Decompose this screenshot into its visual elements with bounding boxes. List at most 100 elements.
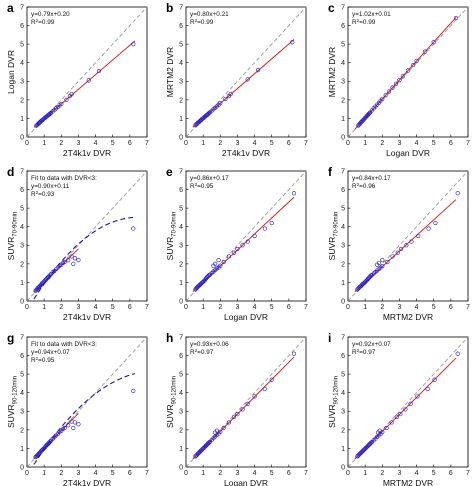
x-tick-label: 2 bbox=[59, 304, 63, 311]
x-tick-label: 3 bbox=[76, 140, 80, 147]
x-tick-label: 2 bbox=[218, 140, 222, 147]
data-point bbox=[255, 68, 261, 73]
x-tick-label: 1 bbox=[42, 140, 46, 147]
regression-line bbox=[354, 199, 457, 292]
y-axis-label: Logan DVR bbox=[6, 50, 16, 94]
data-point bbox=[387, 89, 392, 94]
data-point bbox=[455, 351, 460, 356]
x-tick-label: 3 bbox=[235, 470, 239, 477]
annotation: Fit to data with DVR<3: bbox=[31, 341, 97, 348]
y-tick-label: 0 bbox=[179, 298, 183, 305]
regression-line bbox=[354, 17, 457, 130]
x-tick-label: 7 bbox=[304, 140, 308, 147]
data-point bbox=[218, 101, 223, 106]
panel-letter: g bbox=[7, 331, 14, 345]
x-axis-label: 2T4k1v DVR bbox=[63, 148, 111, 158]
data-point bbox=[369, 440, 374, 445]
y-tick-label: 6 bbox=[341, 187, 345, 194]
x-tick-label: 0 bbox=[184, 140, 188, 147]
y-tick-label: 5 bbox=[179, 372, 183, 379]
y-tick-label: 3 bbox=[20, 243, 24, 250]
annotation: y=0.92x+0.07 bbox=[352, 341, 391, 348]
data-point bbox=[131, 226, 136, 231]
x-tick-label: 3 bbox=[397, 304, 401, 311]
x-tick-label: 0 bbox=[25, 304, 29, 311]
data-point bbox=[393, 81, 399, 86]
data-point bbox=[218, 263, 223, 268]
y-tick-label: 7 bbox=[20, 168, 24, 175]
data-point bbox=[411, 62, 416, 68]
x-tick-label: 1 bbox=[201, 304, 205, 311]
y-tick-label: 7 bbox=[179, 168, 183, 175]
data-point bbox=[377, 428, 382, 433]
x-tick-label: 2 bbox=[59, 470, 63, 477]
x-tick-label: 7 bbox=[304, 304, 308, 311]
data-point bbox=[214, 428, 219, 433]
data-point bbox=[131, 388, 136, 393]
y-tick-label: 1 bbox=[341, 446, 345, 453]
x-tick-label: 1 bbox=[42, 304, 46, 311]
y-tick-label: 4 bbox=[20, 224, 24, 231]
data-point bbox=[262, 386, 267, 392]
annotation: y=0.79x+0.20 bbox=[31, 11, 70, 18]
data-point bbox=[380, 429, 385, 435]
y-tick-label: 5 bbox=[341, 42, 345, 49]
data-point bbox=[76, 258, 81, 263]
x-tick-label: 2 bbox=[380, 140, 384, 147]
y-tick-label: 4 bbox=[179, 60, 183, 67]
y-tick-label: 3 bbox=[179, 79, 183, 86]
data-point bbox=[231, 250, 237, 255]
data-point bbox=[384, 425, 389, 431]
data-point bbox=[207, 440, 212, 445]
x-tick-label: 3 bbox=[397, 470, 401, 477]
x-tick-label: 5 bbox=[270, 470, 274, 477]
annotation: R2=0.99 bbox=[190, 18, 214, 26]
panel-letter: c bbox=[328, 1, 335, 15]
data-point bbox=[240, 407, 245, 412]
y-tick-label: 1 bbox=[179, 280, 183, 287]
axes-frame bbox=[185, 170, 307, 302]
axes-frame bbox=[185, 336, 307, 468]
data-point bbox=[397, 78, 402, 83]
data-point bbox=[36, 121, 41, 127]
data-point bbox=[400, 74, 405, 79]
y-tick-label: 5 bbox=[20, 206, 24, 213]
x-tick-label: 2 bbox=[218, 304, 222, 311]
data-point bbox=[231, 414, 237, 419]
y-tick-label: 4 bbox=[341, 224, 345, 231]
x-tick-label: 5 bbox=[111, 470, 115, 477]
x-axis-label: 2T4k1v DVR bbox=[63, 312, 111, 322]
data-point bbox=[269, 377, 274, 382]
y-tick-label: 5 bbox=[20, 42, 24, 49]
data-point bbox=[66, 423, 71, 428]
y-tick-label: 0 bbox=[20, 464, 24, 471]
y-tick-label: 7 bbox=[20, 4, 24, 11]
annotation: y=0.94x+0.07 bbox=[31, 349, 70, 356]
y-tick-label: 7 bbox=[20, 334, 24, 341]
y-tick-label: 0 bbox=[20, 134, 24, 141]
annotation: R2=0.96 bbox=[352, 182, 376, 190]
x-tick-label: 7 bbox=[145, 470, 149, 477]
x-axis-label: Logan DVR bbox=[386, 148, 430, 158]
y-tick-label: 4 bbox=[20, 60, 24, 67]
data-point bbox=[431, 40, 436, 45]
data-point bbox=[385, 259, 390, 265]
annotation: Fit to data with DVR<3: bbox=[31, 175, 97, 182]
y-tick-label: 7 bbox=[341, 334, 345, 341]
y-axis-label: SUVR90-120min bbox=[165, 376, 178, 428]
x-axis-label: 2T4k1v DVR bbox=[63, 478, 111, 486]
data-point bbox=[426, 226, 431, 231]
x-tick-label: 7 bbox=[145, 140, 149, 147]
annotation: y=0.93x+0.06 bbox=[190, 341, 229, 348]
x-tick-label: 1 bbox=[201, 470, 205, 477]
y-tick-label: 3 bbox=[341, 409, 345, 416]
y-tick-label: 4 bbox=[341, 60, 345, 67]
annotation: R2=0.97 bbox=[190, 348, 214, 356]
panel-letter: d bbox=[7, 165, 14, 179]
identity-line bbox=[26, 6, 148, 138]
x-tick-label: 5 bbox=[432, 304, 436, 311]
y-axis-label: SUVR90-120min bbox=[6, 376, 19, 428]
data-point bbox=[395, 250, 400, 255]
annotation: y=1.02x+0.01 bbox=[352, 11, 391, 18]
